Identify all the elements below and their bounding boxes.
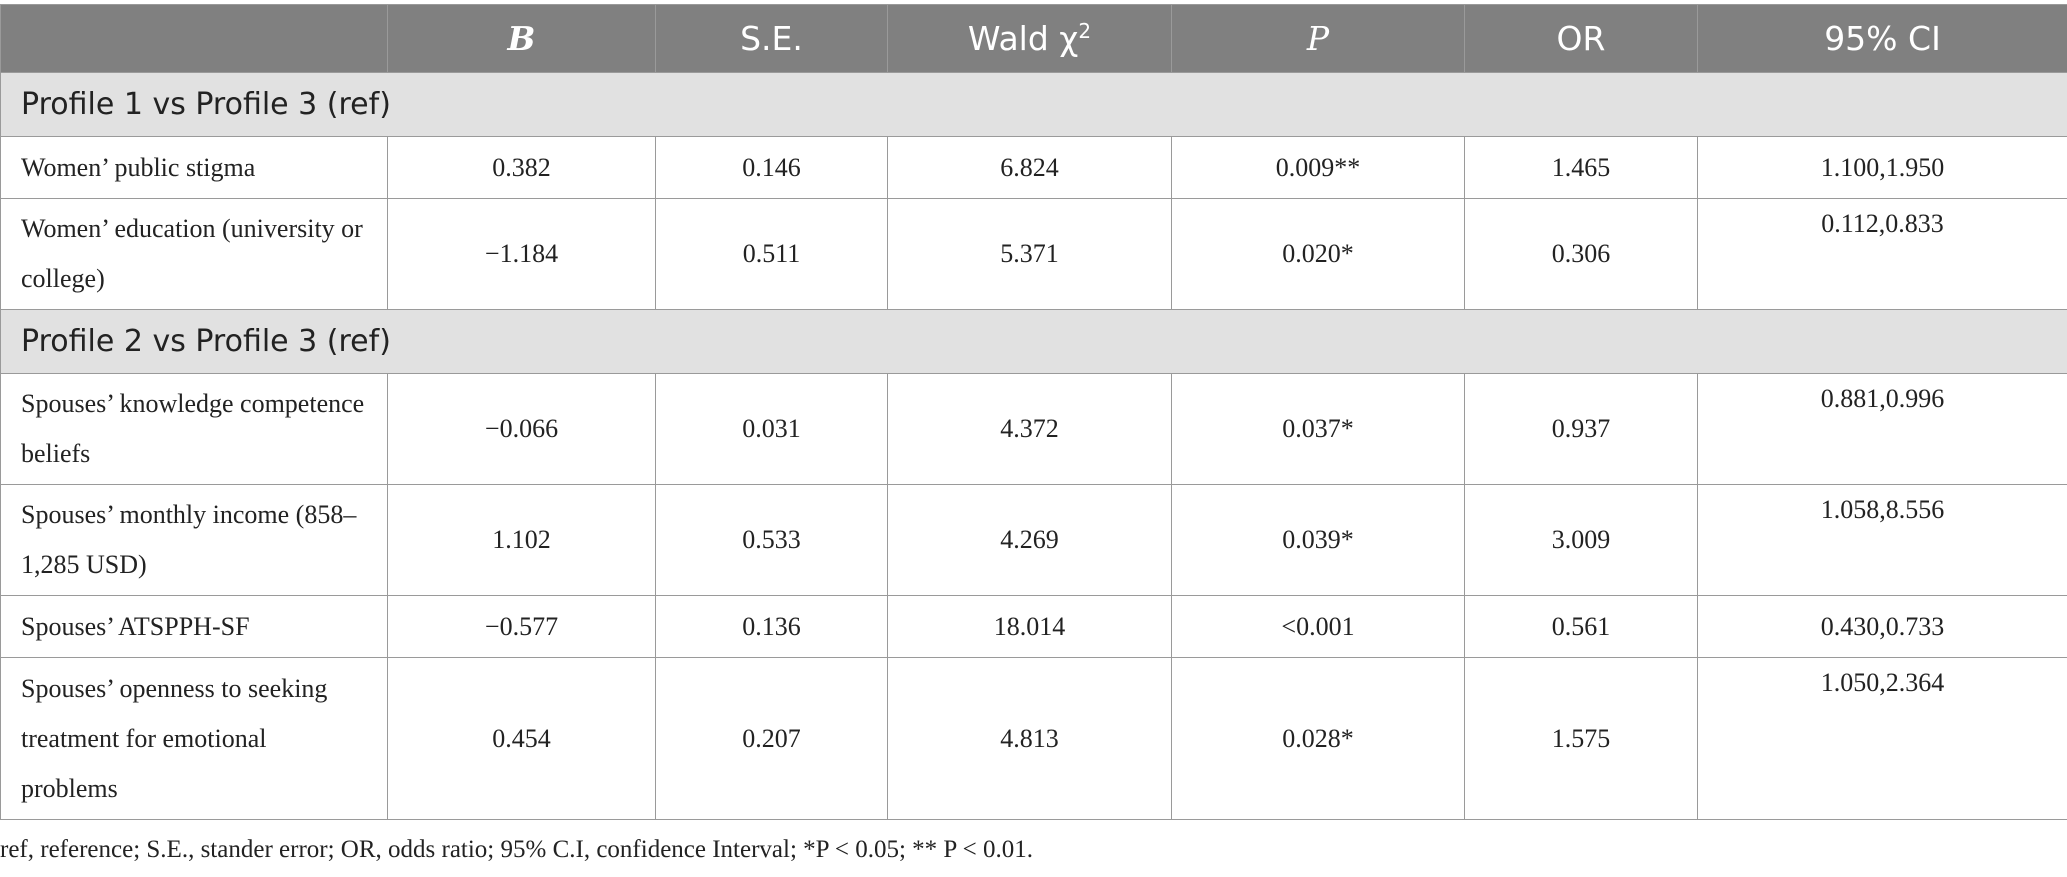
cell-or: 0.937 <box>1464 373 1698 485</box>
cell-ci: 1.058,8.556 <box>1697 484 2067 596</box>
cell-se: 0.136 <box>655 595 888 658</box>
header-wald: Wald χ2 <box>887 4 1172 73</box>
header-row: B S.E. Wald χ2 P OR 95% CI <box>0 4 2067 73</box>
cell-b: −0.066 <box>387 373 656 485</box>
cell-b: 0.382 <box>387 136 656 199</box>
row-label: Spouses’ knowledge competence beliefs <box>0 373 388 485</box>
table-row: Spouses’ monthly income (858–1,285 USD) … <box>0 484 2067 596</box>
cell-wald: 6.824 <box>887 136 1172 199</box>
cell-se: 0.533 <box>655 484 888 596</box>
header-wald-superscript: 2 <box>1078 19 1092 43</box>
results-table-container: B S.E. Wald χ2 P OR 95% CI Profile 1 vs … <box>0 4 2067 820</box>
section-title: Profile 1 vs Profile 3 (ref) <box>0 72 2067 137</box>
cell-ci: 0.881,0.996 <box>1697 373 2067 485</box>
header-wald-text: Wald χ <box>967 19 1079 58</box>
results-table: B S.E. Wald χ2 P OR 95% CI Profile 1 vs … <box>0 4 2067 820</box>
cell-se: 0.146 <box>655 136 888 199</box>
cell-ci: 1.050,2.364 <box>1697 657 2067 820</box>
cell-b: 1.102 <box>387 484 656 596</box>
cell-wald: 4.372 <box>887 373 1172 485</box>
header-ci: 95% CI <box>1697 4 2067 73</box>
section-row: Profile 1 vs Profile 3 (ref) <box>0 72 2067 137</box>
cell-b: −0.577 <box>387 595 656 658</box>
header-label <box>0 4 388 73</box>
header-se: S.E. <box>655 4 888 73</box>
cell-b: −1.184 <box>387 198 656 310</box>
cell-p: 0.039* <box>1171 484 1465 596</box>
cell-or: 3.009 <box>1464 484 1698 596</box>
cell-p: <0.001 <box>1171 595 1465 658</box>
row-label: Women’ public stigma <box>0 136 388 199</box>
cell-wald: 5.371 <box>887 198 1172 310</box>
header-or: OR <box>1464 4 1698 73</box>
table-row: Spouses’ ATSPPH-SF −0.577 0.136 18.014 <… <box>0 595 2067 658</box>
cell-se: 0.207 <box>655 657 888 820</box>
cell-ci: 0.430,0.733 <box>1697 595 2067 658</box>
row-label: Spouses’ ATSPPH-SF <box>0 595 388 658</box>
cell-se: 0.511 <box>655 198 888 310</box>
cell-b: 0.454 <box>387 657 656 820</box>
table-footnote: ref, reference; S.E., stander error; OR,… <box>0 836 1034 863</box>
row-label: Spouses’ openness to seeking treatment f… <box>0 657 388 820</box>
cell-or: 1.575 <box>1464 657 1698 820</box>
cell-ci: 0.112,0.833 <box>1697 198 2067 310</box>
header-p: P <box>1171 4 1465 73</box>
cell-ci: 1.100,1.950 <box>1697 136 2067 199</box>
cell-wald: 4.813 <box>887 657 1172 820</box>
table-row: Spouses’ knowledge competence beliefs −0… <box>0 373 2067 485</box>
table-row: Spouses’ openness to seeking treatment f… <box>0 657 2067 820</box>
row-label: Spouses’ monthly income (858–1,285 USD) <box>0 484 388 596</box>
row-label: Women’ education (university or college) <box>0 198 388 310</box>
cell-or: 1.465 <box>1464 136 1698 199</box>
cell-or: 0.306 <box>1464 198 1698 310</box>
cell-or: 0.561 <box>1464 595 1698 658</box>
cell-p: 0.037* <box>1171 373 1465 485</box>
table-row: Women’ education (university or college)… <box>0 198 2067 310</box>
table-row: Women’ public stigma 0.382 0.146 6.824 0… <box>0 136 2067 199</box>
cell-p: 0.009** <box>1171 136 1465 199</box>
cell-wald: 18.014 <box>887 595 1172 658</box>
cell-p: 0.028* <box>1171 657 1465 820</box>
section-title: Profile 2 vs Profile 3 (ref) <box>0 309 2067 374</box>
cell-p: 0.020* <box>1171 198 1465 310</box>
cell-se: 0.031 <box>655 373 888 485</box>
section-row: Profile 2 vs Profile 3 (ref) <box>0 309 2067 374</box>
cell-wald: 4.269 <box>887 484 1172 596</box>
header-b: B <box>387 4 656 73</box>
